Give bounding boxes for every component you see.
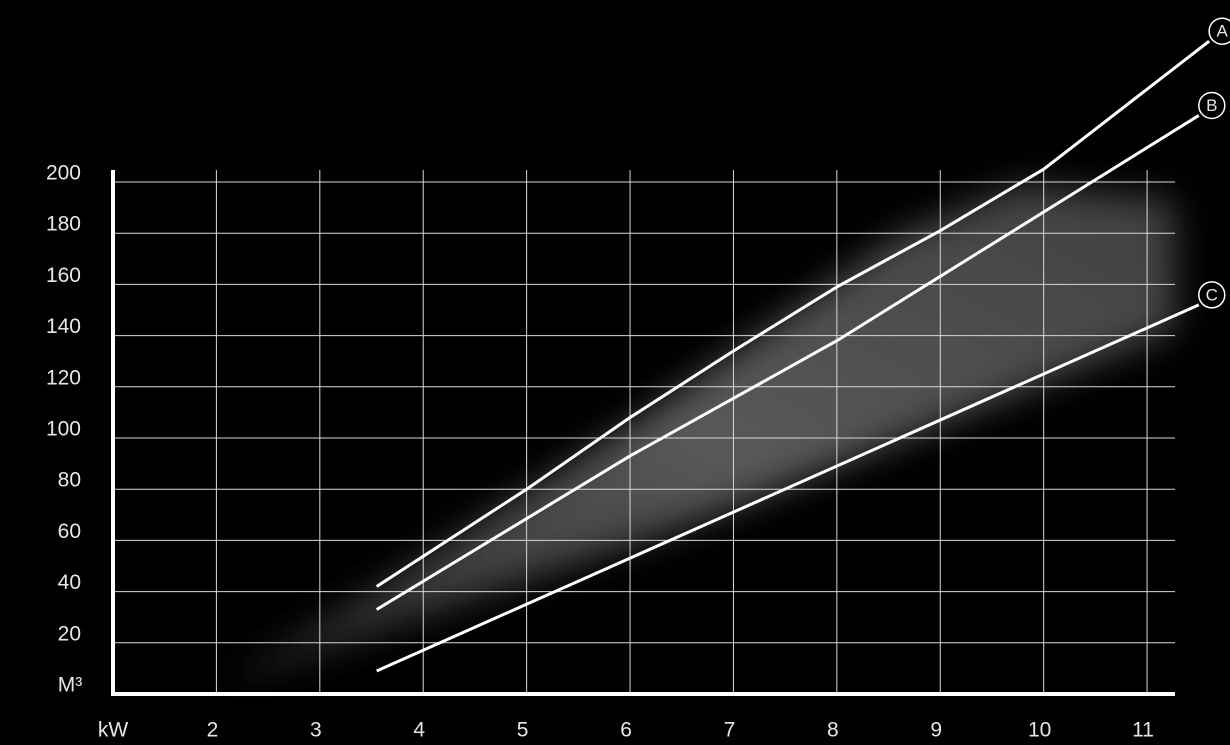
y-tick-label: 40 bbox=[58, 571, 81, 594]
y-tick-label: 20 bbox=[58, 622, 81, 645]
x-tick-label: 3 bbox=[310, 719, 322, 742]
series-label-circle bbox=[1198, 281, 1226, 309]
series-line bbox=[376, 303, 1200, 673]
series-label: A bbox=[1216, 22, 1228, 41]
y-axis-label: M³ bbox=[58, 674, 83, 697]
x-tick-label: 7 bbox=[724, 719, 736, 742]
series-label: C bbox=[1206, 285, 1218, 304]
x-tick-label: 9 bbox=[930, 719, 942, 742]
x-tick-label: 8 bbox=[827, 719, 839, 742]
y-tick-label: 120 bbox=[46, 366, 81, 389]
y-tick-label: 100 bbox=[46, 418, 81, 441]
x-tick-label: 11 bbox=[1132, 719, 1154, 742]
y-tick-label: 80 bbox=[58, 469, 81, 492]
series-label-circle bbox=[1198, 91, 1226, 120]
y-tick-label: 200 bbox=[46, 162, 81, 185]
x-tick-label: 2 bbox=[207, 719, 219, 742]
series-label-circle bbox=[1208, 17, 1230, 45]
series-label: B bbox=[1206, 96, 1217, 115]
y-tick-label: 140 bbox=[46, 315, 81, 338]
y-tick-label: 160 bbox=[46, 264, 81, 287]
series-line bbox=[375, 40, 1211, 588]
x-axis-label: kW bbox=[98, 719, 129, 742]
plot-area: 20 40 60 80 100 120 140 160 180 200 2 3 4 5 6 7 8 9 10 11 kW… bbox=[46, 17, 1230, 742]
x-tick-label: 10 bbox=[1028, 719, 1051, 742]
series-line bbox=[375, 114, 1200, 611]
x-tick-label: 4 bbox=[413, 719, 425, 742]
y-tick-label: 60 bbox=[58, 520, 81, 543]
x-tick-label: 5 bbox=[517, 719, 529, 742]
y-tick-label: 180 bbox=[46, 213, 81, 236]
x-tick-label: 6 bbox=[620, 719, 632, 742]
